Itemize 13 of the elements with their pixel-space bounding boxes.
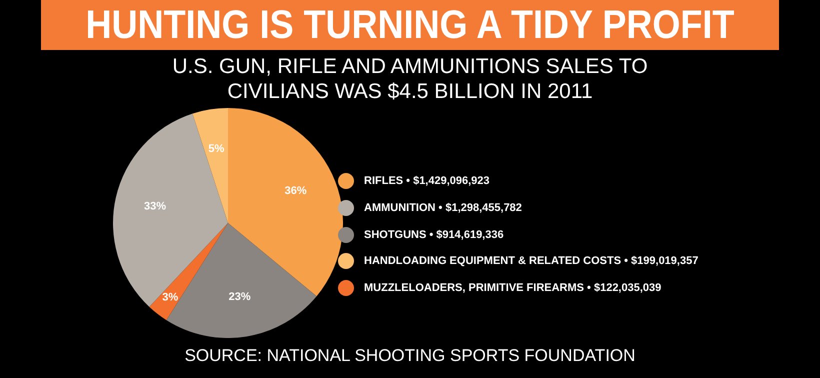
data-label: 33%: [144, 200, 166, 213]
legend-label: MUZZLELOADERS, PRIMITIVE FIREARMS • $122,035,039: [364, 282, 662, 294]
legend-label: RIFLES • $1,429,096,923: [364, 175, 490, 188]
chart-subtitle: U.S. GUN, RIFLE AND AMMUNITIONS SALES TO CIVILIANS WAS $4.5 BILLION IN 2011: [171, 54, 649, 104]
source-note: SOURCE: NATIONAL SHOOTING SPORTS FOUNDATION: [184, 346, 636, 366]
legend-label: HANDLOADING EQUIPMENT & RELATED COSTS • $199,019,357: [364, 255, 698, 268]
legend-label: AMMUNITION • $1,298,455,782: [364, 202, 522, 214]
data-label: 5%: [208, 143, 224, 156]
data-label: 36%: [284, 185, 307, 198]
data-label: 3%: [162, 292, 178, 304]
chart-title: HUNTING IS TURNING A TIDY PROFIT: [41, 0, 779, 50]
data-label: 23%: [228, 290, 251, 303]
legend-label: SHOTGUNS • $914,619,336: [364, 228, 504, 241]
